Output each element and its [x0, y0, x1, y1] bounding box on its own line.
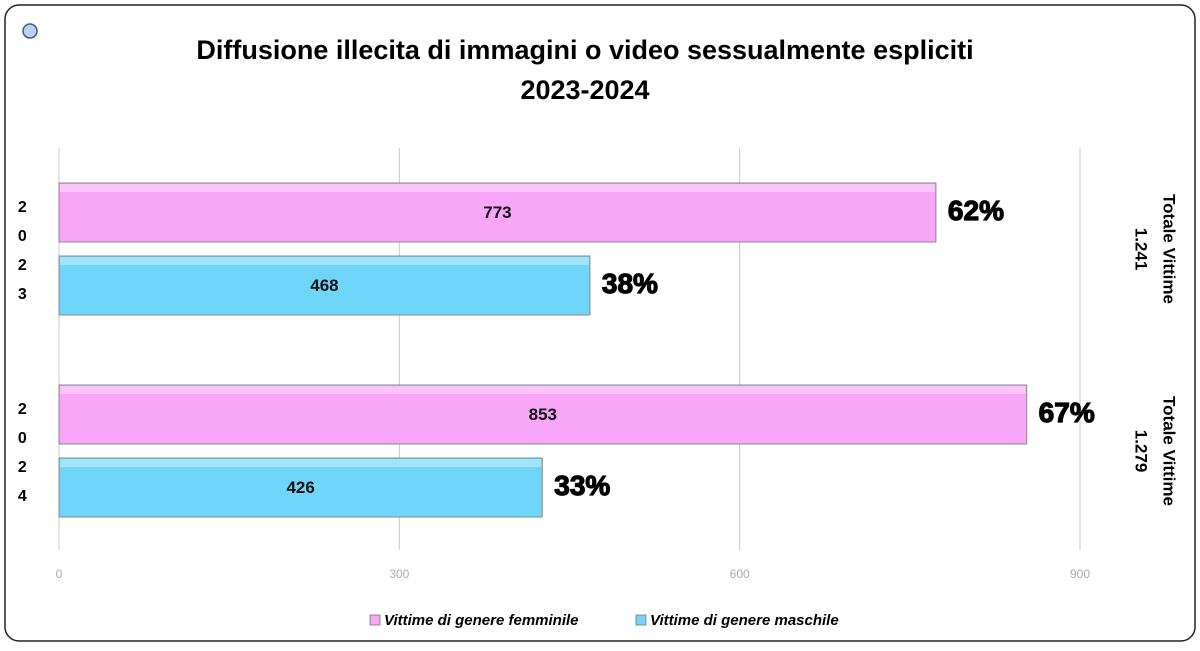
- bar-highlight: [60, 257, 589, 265]
- bar-highlight: [60, 184, 935, 192]
- bar-highlight: [60, 386, 1026, 394]
- bar-value-label: 773: [483, 203, 511, 222]
- group-total-value: 1.279: [1132, 430, 1151, 473]
- group-total-label: Totale Vittime: [1160, 194, 1179, 304]
- share-label: 67%: [1039, 397, 1095, 428]
- x-tick-label: 600: [730, 567, 750, 581]
- share-label: 62%: [948, 195, 1004, 226]
- bar-highlight: [60, 459, 542, 467]
- legend-marker: [369, 614, 381, 626]
- chart-title: Diffusione illecita di immagini o video …: [196, 35, 973, 65]
- x-tick-label: 900: [1070, 567, 1090, 581]
- bar: [58, 255, 591, 316]
- x-tick-label: 0: [56, 567, 63, 581]
- category-label: 2023: [14, 199, 31, 315]
- bar: [58, 457, 543, 518]
- group-total-value: 1.241: [1132, 228, 1151, 271]
- x-tick-label: 300: [389, 567, 409, 581]
- bar: [58, 384, 1028, 445]
- category-label: 2024: [14, 401, 31, 517]
- share-label: 33%: [554, 470, 610, 501]
- bar-value-label: 426: [286, 478, 314, 497]
- legend-marker: [635, 614, 647, 626]
- bar: [58, 182, 937, 243]
- bar-value-label: 853: [529, 405, 557, 424]
- legend-label: Vittime di genere femminile: [384, 612, 579, 629]
- group-total-label: Totale Vittime: [1160, 396, 1179, 506]
- chart-subtitle: 2023-2024: [520, 75, 649, 105]
- share-label: 38%: [602, 268, 658, 299]
- logo-icon: [22, 23, 38, 39]
- bar-value-label: 468: [310, 276, 338, 295]
- legend-label: Vittime di genere maschile: [650, 612, 839, 629]
